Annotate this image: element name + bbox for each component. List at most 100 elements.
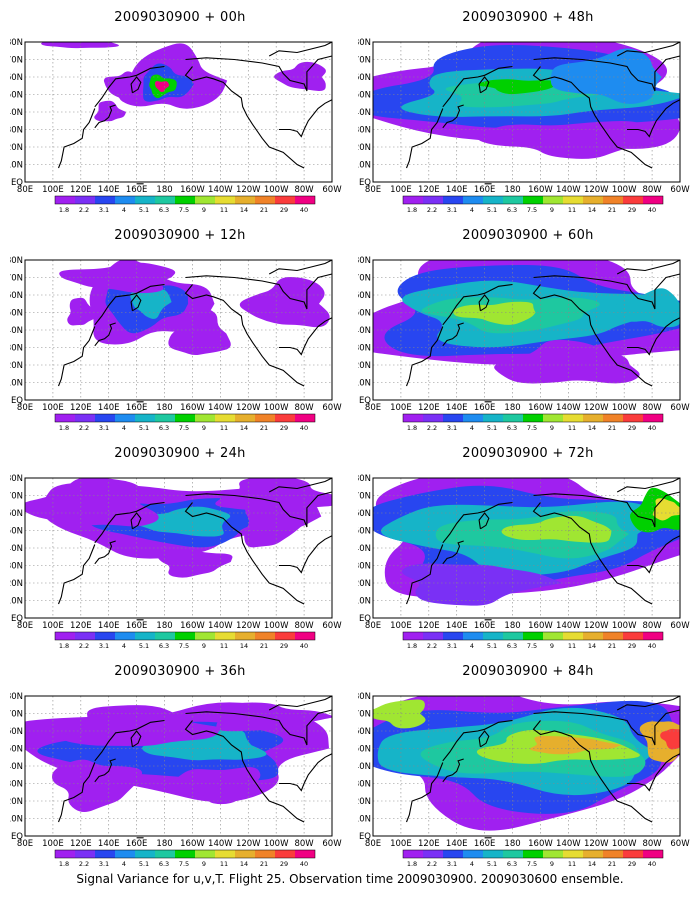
variance-contour bbox=[274, 61, 326, 92]
colorbar-label: 40 bbox=[300, 206, 308, 214]
lat-label: 30N bbox=[358, 780, 371, 790]
lat-label: EQ bbox=[359, 614, 371, 624]
colorbar-label: 6.3 bbox=[159, 642, 169, 650]
lon-label: 100W bbox=[264, 403, 289, 413]
lon-label: 160W bbox=[528, 839, 553, 849]
variance-contour bbox=[25, 478, 159, 527]
variance-field bbox=[59, 260, 330, 355]
lon-label: 160W bbox=[180, 403, 205, 413]
colorbar-swatch bbox=[275, 632, 295, 640]
colorbar-label: 29 bbox=[280, 642, 288, 650]
colorbar-swatch bbox=[443, 850, 463, 858]
lat-label: 60N bbox=[10, 291, 23, 301]
colorbar-swatch bbox=[563, 632, 583, 640]
lat-label: EQ bbox=[359, 178, 371, 188]
coastline bbox=[279, 99, 333, 138]
colorbar-swatch bbox=[523, 196, 543, 204]
variance-contour bbox=[130, 289, 172, 319]
lat-label: 80N bbox=[10, 692, 23, 702]
colorbar-swatch bbox=[623, 414, 643, 422]
lon-label: 100E bbox=[42, 839, 64, 849]
colorbar-label: 6.3 bbox=[507, 860, 517, 868]
colorbar-swatch bbox=[135, 632, 155, 640]
gridlines bbox=[373, 260, 680, 400]
variance-contour bbox=[94, 100, 127, 122]
colorbar-swatch bbox=[603, 632, 623, 640]
coastline bbox=[57, 762, 96, 823]
lon-label: 140E bbox=[446, 839, 468, 849]
colorbar-swatch bbox=[403, 850, 423, 858]
colorbar-swatch bbox=[255, 632, 275, 640]
coastline bbox=[533, 55, 681, 92]
lat-label: 80N bbox=[10, 474, 23, 484]
colorbar-label: 7.5 bbox=[179, 206, 189, 214]
colorbar-label: 21 bbox=[260, 860, 268, 868]
colorbar-swatch bbox=[55, 196, 75, 204]
coastline bbox=[94, 758, 116, 783]
colorbar-swatch bbox=[623, 196, 643, 204]
colorbar-swatch bbox=[235, 414, 255, 422]
variance-contour bbox=[652, 498, 680, 521]
variance-contour bbox=[660, 728, 680, 750]
colorbar-swatch bbox=[115, 632, 135, 640]
lon-label: 80W bbox=[642, 185, 662, 195]
lon-label: 160E bbox=[126, 185, 148, 195]
colorbar-swatch bbox=[583, 632, 603, 640]
colorbar-label: 6.3 bbox=[507, 642, 517, 650]
coastlines bbox=[405, 259, 681, 403]
coastline bbox=[627, 535, 681, 574]
lon-label: 80E bbox=[17, 403, 33, 413]
colorbar-swatch bbox=[135, 414, 155, 422]
colorbar-label: 2.2 bbox=[79, 424, 89, 432]
lat-label: 40N bbox=[358, 762, 371, 772]
colorbar-label: 1.8 bbox=[59, 642, 69, 650]
coastline bbox=[268, 695, 333, 711]
colorbar-swatch bbox=[55, 632, 75, 640]
panel-title: 2009030900 + 24h bbox=[114, 446, 246, 461]
colorbar: 1.8 2.2 3.1 4 5.1 6.3 7.5 9 11 14 21 29 40 bbox=[402, 631, 664, 650]
lat-label: EQ bbox=[11, 178, 23, 188]
panel-title: 2009030900 + 84h bbox=[462, 664, 594, 679]
lat-label: 70N bbox=[10, 56, 23, 66]
colorbar-label: 14 bbox=[240, 206, 248, 214]
lon-label: 140E bbox=[98, 839, 120, 849]
coastline bbox=[268, 259, 333, 275]
coastline bbox=[185, 273, 333, 310]
variance-contour bbox=[478, 79, 563, 95]
colorbar-label: 14 bbox=[588, 424, 596, 432]
colorbar-label: 40 bbox=[648, 642, 656, 650]
coastline bbox=[57, 108, 96, 169]
colorbar-label: 9 bbox=[550, 860, 554, 868]
lat-label: 20N bbox=[358, 143, 371, 153]
panel-48h: 2009030900 + 48h 80N 70N 60N 50N 40N 30N 20N 10… bbox=[358, 0, 698, 220]
lon-label: 120W bbox=[236, 621, 261, 631]
colorbar-swatch bbox=[295, 196, 315, 204]
coastline bbox=[130, 730, 142, 748]
colorbar-label: 6.3 bbox=[507, 206, 517, 214]
colorbar-label: 2.2 bbox=[79, 642, 89, 650]
lat-label: 40N bbox=[358, 544, 371, 554]
variance-contour bbox=[501, 515, 612, 543]
lon-label: 80W bbox=[294, 185, 314, 195]
variance-contour bbox=[154, 81, 170, 93]
colorbar-label: 11 bbox=[568, 642, 576, 650]
colorbar-swatch bbox=[623, 632, 643, 640]
colorbar-swatch bbox=[543, 414, 563, 422]
coastline bbox=[130, 76, 142, 94]
lon-label: 160W bbox=[180, 185, 205, 195]
coastline bbox=[94, 104, 116, 129]
colorbar-frame bbox=[402, 195, 664, 205]
coastline bbox=[94, 283, 165, 326]
lat-label: 10N bbox=[10, 161, 23, 171]
colorbar-label: 21 bbox=[608, 860, 616, 868]
lat-label: 60N bbox=[10, 727, 23, 737]
gridlines bbox=[25, 478, 332, 618]
colorbar-swatch bbox=[543, 196, 563, 204]
figure-caption: Signal Variance for u,v,T. Flight 25. Ob… bbox=[76, 872, 624, 886]
lon-label: 100E bbox=[390, 403, 412, 413]
colorbar-swatch bbox=[95, 632, 115, 640]
coastlines bbox=[57, 259, 333, 403]
coastline bbox=[532, 502, 653, 605]
coastline bbox=[616, 259, 681, 275]
